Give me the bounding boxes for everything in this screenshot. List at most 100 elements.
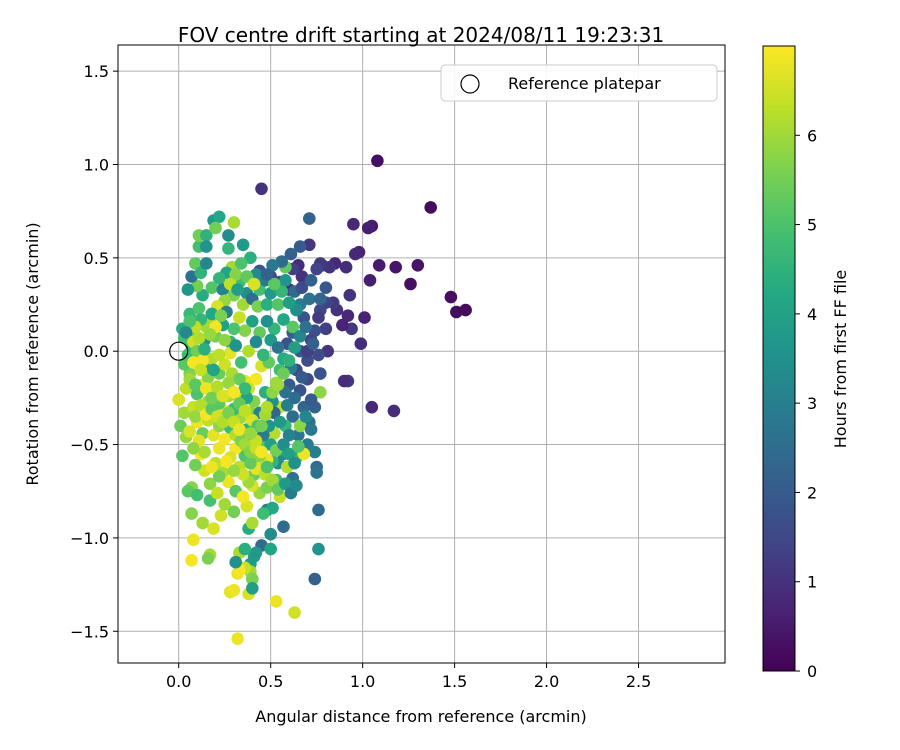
scatter-point — [255, 445, 268, 459]
scatter-point — [192, 331, 206, 345]
scatter-point — [304, 423, 318, 436]
scatter-point — [227, 464, 241, 478]
scatter-point — [277, 313, 290, 326]
scatter-point — [411, 259, 425, 272]
colorbar-gradient — [763, 46, 795, 671]
scatter-point — [207, 363, 220, 377]
scatter-point — [290, 479, 303, 492]
scatter-point — [190, 488, 204, 502]
scatter-point — [231, 632, 244, 645]
scatter-point — [185, 554, 198, 567]
scatter-point — [288, 341, 301, 354]
scatter-point — [288, 391, 301, 405]
scatter-point — [218, 333, 231, 347]
scatter-point — [293, 419, 307, 433]
y-tick-label: −1.5 — [70, 622, 109, 641]
scatter-point — [189, 378, 202, 392]
scatter-point — [229, 555, 242, 569]
scatter-point — [266, 259, 279, 272]
scatter-point — [260, 460, 274, 474]
scatter-point — [189, 257, 202, 270]
scatter-point — [284, 247, 298, 261]
scatter-point — [277, 367, 290, 380]
y-axis-ticks: −1.5 −1.0 −0.5 0.0 0.5 1.0 1.5 — [70, 62, 118, 641]
scatter-point — [424, 201, 438, 214]
scatter-point — [249, 372, 263, 386]
scatter-point — [200, 240, 213, 253]
scatter-point — [255, 419, 268, 433]
scatter-point — [246, 315, 259, 328]
scatter-point — [174, 419, 187, 433]
scatter-point — [271, 378, 285, 392]
scatter-point — [337, 374, 351, 388]
scatter-point — [244, 427, 257, 440]
scatter-point — [234, 356, 248, 369]
scatter-point — [279, 477, 292, 491]
scatter-point — [314, 292, 327, 306]
scatter-point — [279, 274, 292, 287]
scatter-point — [203, 328, 217, 341]
scatter-point — [227, 583, 241, 597]
scatter-point — [347, 217, 360, 231]
scatter-point — [273, 415, 287, 429]
scatter-point — [293, 240, 307, 253]
plot-frame — [117, 44, 726, 664]
scatter-point — [336, 318, 349, 332]
y-tick-label: −0.5 — [70, 436, 109, 455]
scatter-point — [266, 501, 279, 515]
colorbar-tick-label: 0 — [807, 662, 817, 681]
scatter-point — [172, 393, 185, 407]
chart-title: FOV centre drift starting at 2024/08/11 … — [178, 23, 664, 47]
scatter-point — [201, 552, 215, 565]
scatter-point — [269, 595, 283, 608]
scatter-point — [292, 440, 305, 453]
colorbar-tick-label: 5 — [807, 216, 817, 235]
scatter-point — [187, 442, 200, 455]
scatter-point — [205, 391, 219, 405]
scatter-point — [249, 335, 263, 349]
scatter-point — [312, 311, 325, 324]
scatter-point — [236, 238, 250, 252]
scatter-point — [177, 406, 191, 420]
scatter-point — [196, 516, 209, 530]
scatter-point — [216, 389, 230, 403]
legend-reference-marker — [460, 74, 480, 94]
scatter-point — [236, 490, 250, 504]
scatter-point — [185, 507, 198, 520]
y-tick-label: −1.0 — [70, 529, 109, 548]
y-axis-label: Rotation from reference (arcmin) — [23, 222, 42, 485]
scatter-point — [266, 473, 279, 487]
scatter-point — [187, 533, 200, 547]
colorbar-tick-label: 4 — [807, 305, 817, 324]
scatter-point — [268, 277, 281, 291]
scatter-point — [222, 406, 235, 420]
scatter-point — [200, 229, 213, 242]
scatter-point — [200, 382, 213, 395]
scatter-point — [179, 326, 193, 339]
colorbar-tick-label: 1 — [807, 573, 817, 592]
scatter-point — [389, 260, 403, 274]
scatter-point — [264, 542, 278, 556]
scatter-point — [200, 257, 213, 270]
scatter-point — [234, 257, 248, 270]
scatter-point — [260, 298, 274, 311]
scatter-point — [212, 442, 226, 455]
scatter-point — [288, 606, 301, 619]
scatter-point — [312, 542, 325, 556]
scatter-point — [304, 393, 318, 407]
scatter-point — [264, 527, 278, 541]
scatter-point — [229, 339, 242, 352]
scatter-point — [282, 447, 296, 461]
scatter-point — [231, 283, 244, 296]
scatter-point — [192, 302, 206, 315]
scatter-point — [238, 324, 252, 338]
colorbar: 0 1 2 3 4 5 6 Hours from first FF file — [762, 45, 850, 681]
scatter-point — [255, 182, 268, 196]
scatter-point — [218, 358, 231, 371]
scatter-point — [271, 298, 285, 311]
scatter-point — [216, 415, 230, 429]
scatter-point — [198, 343, 211, 356]
scatter-point — [212, 210, 226, 224]
scatter-point — [343, 288, 357, 302]
